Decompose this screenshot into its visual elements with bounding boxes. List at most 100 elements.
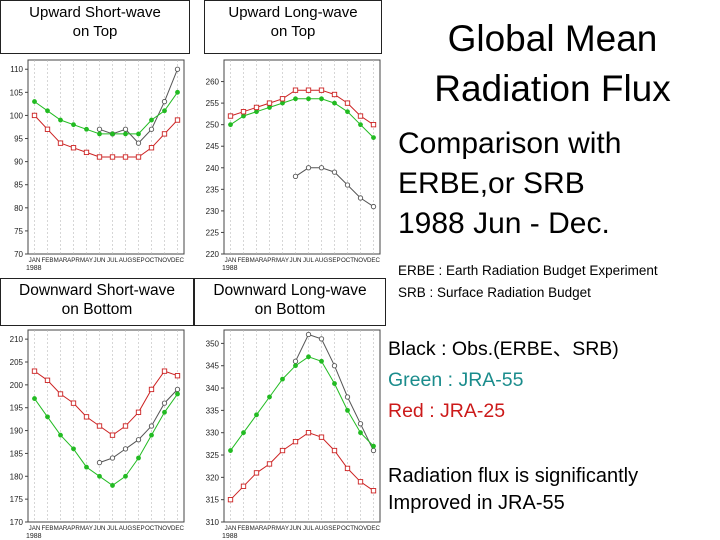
x-tick-label: SEP — [328, 257, 340, 264]
data-point-jra55 — [123, 473, 128, 479]
data-point-jra55 — [149, 117, 154, 123]
y-tick-label: 100 — [10, 111, 24, 120]
data-point-jra25 — [240, 483, 247, 489]
data-point-jra55 — [280, 376, 285, 382]
data-point-jra55 — [293, 96, 298, 102]
data-point-jra55 — [162, 108, 167, 114]
y-tick-label: 210 — [10, 335, 24, 344]
x-tick-label: MAY — [80, 257, 93, 264]
panel-label-line1: Upward Long-wave — [228, 4, 358, 21]
y-tick-label: 80 — [14, 204, 23, 213]
chart-downward-shortwave: 170 175 180 185 190 195 200 205 210 JAN FEB MAR APR M… — [10, 329, 185, 540]
data-point-jra25 — [148, 386, 155, 393]
legend-black: Black : Obs.(ERBE、SRB) — [388, 338, 619, 360]
data-point-obs — [292, 173, 299, 180]
x-tick-label: SEP — [328, 525, 340, 532]
data-point-jra55 — [149, 432, 154, 438]
data-point-jra25 — [279, 447, 286, 454]
x-tick-label: JAN — [225, 525, 237, 532]
data-point-jra25 — [135, 409, 142, 415]
data-point-jra55 — [280, 100, 285, 106]
y-tick-label: 170 — [10, 518, 24, 527]
comparison-line1: Comparison with — [398, 127, 622, 160]
panel-label-line2: on Bottom — [61, 301, 133, 318]
data-point-jra55 — [267, 105, 272, 110]
legend-green: Green : JRA-55 — [388, 369, 524, 391]
series-line-jra25 — [34, 115, 178, 158]
data-point-jra25 — [135, 154, 142, 160]
data-point-jra55 — [84, 464, 89, 470]
data-point-obs — [122, 126, 129, 132]
note-line1: Radiation flux is significantly — [388, 465, 639, 487]
data-point-obs — [331, 169, 338, 175]
y-tick-label: 70 — [14, 250, 23, 259]
abbr-erbe: ERBE : Earth Radiation Budget Experiment — [398, 263, 658, 278]
series-line-jra25 — [34, 370, 178, 436]
data-point-jra25 — [331, 91, 338, 98]
data-point-jra25 — [344, 100, 351, 106]
data-point-obs — [148, 126, 155, 132]
y-tick-label: 315 — [206, 496, 220, 505]
panel-label-upward-shortwave: Upward Short-wave on Top — [0, 0, 190, 54]
data-point-jra25 — [266, 461, 273, 467]
data-point-jra25 — [57, 140, 64, 146]
data-point-jra25 — [31, 368, 38, 374]
data-point-jra55 — [345, 407, 350, 413]
x-year-label: 1988 — [26, 265, 42, 272]
x-tick-label: JUL — [107, 257, 119, 264]
data-point-jra55 — [58, 432, 63, 438]
data-point-jra55 — [358, 122, 363, 128]
data-point-obs — [135, 140, 142, 146]
data-point-jra25 — [109, 432, 116, 438]
data-point-jra25 — [96, 423, 103, 429]
data-point-obs — [96, 459, 103, 466]
panel-label-line1: Upward Short-wave — [29, 4, 161, 21]
y-tick-label: 245 — [206, 142, 220, 151]
chart-downward-longwave: 310 315 320 325 330 335 340 345 350 JAN FEB MAR APR M… — [206, 329, 381, 540]
data-point-jra55 — [45, 414, 50, 420]
y-tick-label: 225 — [206, 228, 220, 237]
x-tick-label: DEC — [171, 257, 185, 264]
x-tick-label: JUN — [289, 525, 301, 532]
x-tick-label: NOV — [158, 525, 172, 532]
y-tick-label: 110 — [10, 65, 23, 74]
data-point-jra25 — [279, 96, 286, 102]
x-tick-label: AUG — [315, 257, 329, 264]
data-point-obs — [122, 446, 129, 452]
data-point-jra25 — [227, 497, 234, 503]
x-tick-label: AUG — [119, 525, 133, 532]
panel-label-downward-shortwave: Downward Short-wave on Bottom — [0, 278, 194, 326]
data-point-jra25 — [292, 438, 299, 445]
data-point-obs — [96, 126, 103, 132]
data-point-jra55 — [241, 430, 246, 436]
x-tick-label: FEB — [237, 525, 249, 532]
y-tick-label: 330 — [206, 429, 220, 438]
x-tick-label: MAR — [250, 257, 264, 264]
x-tick-label: MAY — [276, 257, 289, 264]
y-tick-label: 325 — [206, 451, 220, 460]
data-point-jra25 — [70, 400, 77, 406]
data-point-jra55 — [358, 430, 363, 436]
x-tick-label: MAY — [276, 525, 289, 532]
data-point-obs — [344, 394, 351, 400]
x-tick-label: JAN — [29, 525, 41, 532]
x-tick-label: SEP — [132, 257, 144, 264]
y-tick-label: 200 — [10, 381, 24, 390]
data-point-obs — [318, 165, 325, 171]
x-tick-label: DEC — [367, 257, 381, 264]
x-tick-label: SEP — [132, 525, 144, 532]
y-tick-label: 350 — [206, 339, 220, 348]
data-point-jra55 — [332, 381, 337, 386]
title-line1: Global Mean — [447, 18, 658, 59]
data-point-jra55 — [371, 135, 376, 140]
data-point-jra55 — [162, 409, 167, 415]
data-point-jra25 — [331, 447, 338, 454]
data-point-jra55 — [110, 131, 115, 137]
x-tick-label: APR — [263, 257, 276, 264]
y-tick-label: 310 — [206, 518, 220, 527]
x-tick-label: JUN — [93, 257, 105, 264]
x-tick-label: AUG — [119, 257, 133, 264]
x-tick-label: APR — [67, 525, 80, 532]
data-point-obs — [331, 363, 338, 369]
x-tick-label: NOV — [354, 257, 368, 264]
